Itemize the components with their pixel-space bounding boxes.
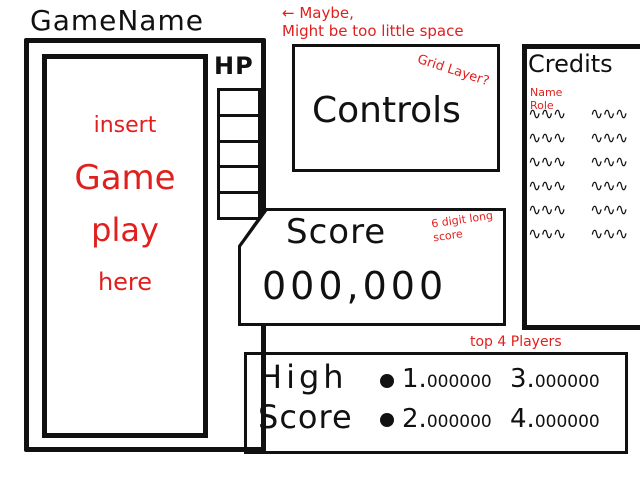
highscore-label-line1: High [258, 358, 348, 396]
credits-role: ∿∿∿ [590, 200, 628, 219]
gameplay-area[interactable] [42, 54, 208, 438]
highscore-value: 000000 [534, 412, 600, 432]
controls-panel[interactable] [292, 44, 500, 172]
credits-row: ∿∿∿ ∿∿∿ [528, 174, 640, 198]
bullet-dot-icon [380, 413, 394, 427]
highscore-value: 000000 [426, 412, 492, 432]
gameplay-placeholder-line: play [91, 211, 159, 249]
credits-role: ∿∿∿ [590, 152, 628, 171]
controls-label: Controls [312, 90, 461, 131]
highscore-value: 000000 [426, 372, 492, 392]
credits-header-role: Role [530, 99, 554, 112]
credits-row: ∿∿∿ ∿∿∿ [528, 102, 640, 126]
credits-name: ∿∿∿ [528, 176, 566, 195]
score-panel [241, 211, 503, 323]
hp-segment [220, 194, 258, 217]
highscore-entry: 4.000000 [510, 404, 600, 434]
credits-name: ∿∿∿ [528, 128, 566, 147]
highscore-rank: 4. [510, 404, 535, 434]
credits-name: ∿∿∿ [528, 200, 566, 219]
highscore-panel [244, 352, 628, 454]
score-label: Score [286, 212, 387, 252]
credits-list: ∿∿∿ ∿∿∿ ∿∿∿ ∿∿∿ ∿∿∿ ∿∿∿ ∿∿∿ ∿∿∿ ∿∿∿ ∿∿∿ ∿∿∿ ∿∿… [528, 102, 640, 246]
score-value: 000,000 [262, 264, 448, 308]
hp-segment [220, 91, 258, 117]
credits-name: ∿∿∿ [528, 152, 566, 171]
hp-segment [220, 143, 258, 169]
annotation-highscore-note: top 4 Players [470, 334, 562, 350]
highscore-entry: 2.000000 [402, 404, 492, 434]
credits-name: ∿∿∿ [528, 224, 566, 243]
hp-bar [217, 88, 261, 220]
highscore-entry: 1.000000 [402, 364, 492, 394]
game-title: GameName [30, 4, 204, 37]
highscore-rank: 2. [402, 404, 427, 434]
annotation-space-note-text: ← Maybe, Might be too little space [282, 4, 464, 40]
gameplay-placeholder-line: insert [93, 113, 157, 138]
credits-row: ∿∿∿ ∿∿∿ [528, 150, 640, 174]
gameplay-placeholder: insert Game play here [50, 100, 200, 308]
credits-column-headers: NameRole [530, 86, 640, 112]
highscore-label-line2: Score [258, 398, 353, 436]
credits-title: Credits [528, 50, 613, 78]
annotation-space-note: ← Maybe, Might be too little space [282, 4, 464, 40]
highscore-rank: 1. [402, 364, 427, 394]
credits-role: ∿∿∿ [590, 176, 628, 195]
highscore-entry: 3.000000 [510, 364, 600, 394]
credits-role: ∿∿∿ [590, 128, 628, 147]
credits-row: ∿∿∿ ∿∿∿ [528, 126, 640, 150]
hp-label: HP [214, 52, 254, 80]
credits-row: ∿∿∿ ∿∿∿ [528, 222, 640, 246]
credits-panel [522, 44, 640, 330]
highscore-value: 000000 [534, 372, 600, 392]
hp-segment [220, 168, 258, 195]
highscore-rank: 3. [510, 364, 535, 394]
credits-header-name: Name [530, 86, 563, 99]
gameplay-placeholder-line: Game [74, 158, 176, 198]
credits-role: ∿∿∿ [590, 224, 628, 243]
bullet-dot-icon [380, 374, 394, 388]
credits-row: ∿∿∿ ∿∿∿ [528, 198, 640, 222]
gameplay-placeholder-line: here [97, 268, 153, 296]
hp-segment [220, 117, 258, 143]
credits-role: ∿∿∿ [590, 104, 628, 123]
credits-name: ∿∿∿ [528, 104, 566, 123]
